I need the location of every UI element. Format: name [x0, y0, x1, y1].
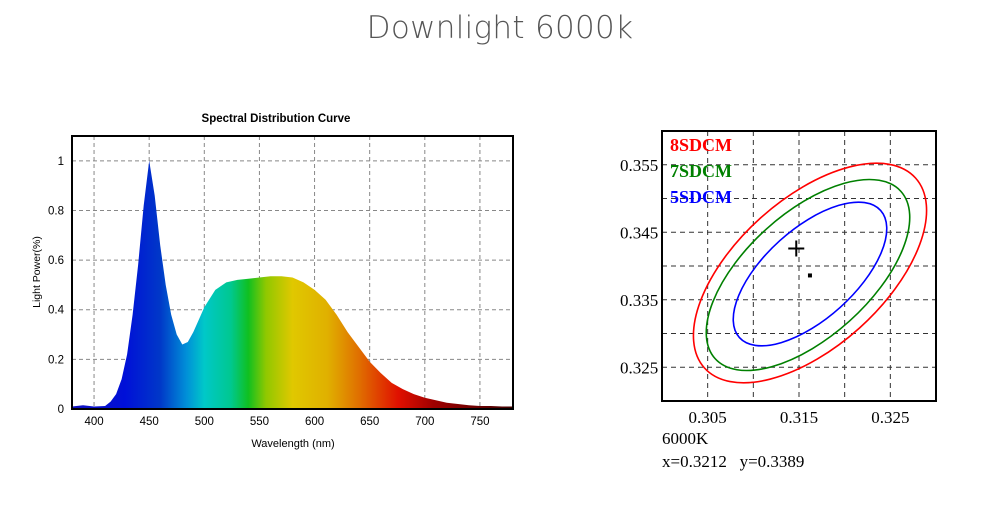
sdcm-ellipse-8sdcm: [692, 162, 928, 384]
y-tick-label: 0.4: [48, 305, 65, 317]
y-tick-label: 0.325: [620, 358, 658, 377]
x-tick-label: 0.315: [780, 408, 818, 427]
x-tick-label: 0.305: [689, 408, 727, 427]
page-title: Downlight 6000k: [366, 10, 634, 46]
legend-5sdcm: 5SDCM: [670, 187, 732, 207]
x-tick-label: 700: [415, 416, 434, 428]
x-tick-label: 500: [195, 416, 214, 428]
coordinate-readout: x=0.3212 y=0.3389: [662, 452, 804, 471]
sdcm-ellipse-5sdcm: [732, 201, 888, 347]
cct-label: 6000K: [662, 429, 709, 448]
spectrum-area: [72, 160, 513, 409]
x-tick-label: 750: [470, 416, 489, 428]
x-tick-label: 650: [360, 416, 379, 428]
x-tick-label: 550: [250, 416, 269, 428]
y-tick-label: 0.6: [48, 255, 64, 267]
y-axis-label: Light Power(%): [31, 236, 43, 308]
plot-frame: [661, 130, 937, 402]
y-tick-label: 1: [58, 156, 64, 168]
y-tick-label: 0.355: [620, 156, 658, 175]
legend-7sdcm: 7SDCM: [670, 161, 732, 181]
x-tick-label: 450: [140, 416, 159, 428]
y-tick-label: 0.2: [48, 354, 64, 366]
x-axis-label: Wavelength (nm): [251, 438, 334, 450]
sdcm-ellipse-7sdcm: [705, 178, 911, 372]
plot-frame: [71, 135, 514, 410]
target-crosshair: [788, 240, 805, 257]
x-tick-label: 600: [305, 416, 324, 428]
y-tick-label: 0.345: [620, 223, 658, 242]
legend-8sdcm: 8SDCM: [670, 135, 732, 155]
chart-title: Spectral Distribution Curve: [202, 113, 351, 125]
y-tick-label: 0.8: [48, 205, 64, 217]
measured-point: [807, 273, 812, 278]
y-tick-label: 0.335: [620, 291, 658, 310]
y-tick-label: 0: [58, 404, 64, 416]
x-tick-label: 400: [84, 416, 103, 428]
x-tick-label: 0.325: [871, 408, 909, 427]
